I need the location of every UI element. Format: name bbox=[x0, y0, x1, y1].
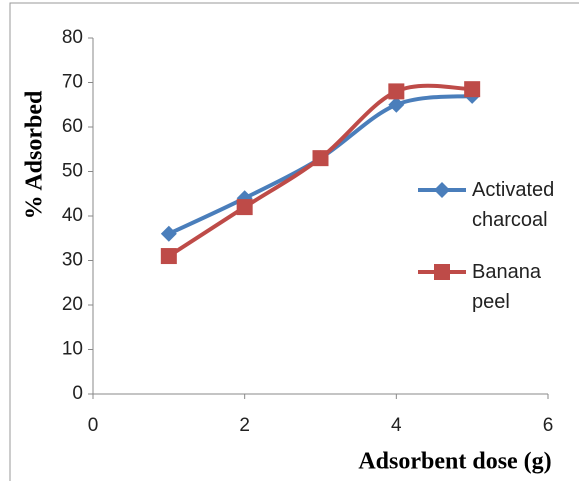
data-point bbox=[312, 150, 329, 167]
y-tick-label: 10 bbox=[62, 339, 83, 360]
x-tick-label: 6 bbox=[543, 415, 554, 436]
legend-label: Banana peel bbox=[472, 261, 541, 313]
chart-frame bbox=[9, 2, 579, 481]
data-point bbox=[388, 83, 405, 100]
data-point bbox=[464, 81, 481, 98]
x-tick-label: 0 bbox=[88, 415, 99, 436]
y-tick-label: 50 bbox=[62, 161, 83, 182]
y-tick-label: 70 bbox=[62, 72, 83, 93]
y-tick-label: 40 bbox=[62, 205, 83, 226]
x-axis-title: Adsorbent dose (g) bbox=[358, 449, 551, 475]
y-tick-label: 60 bbox=[62, 116, 83, 137]
y-tick-label: 20 bbox=[62, 294, 83, 315]
y-axis-title: % Adsorbed bbox=[22, 90, 48, 219]
y-tick-label: 0 bbox=[72, 383, 83, 404]
data-point bbox=[236, 199, 253, 216]
legend-marker bbox=[434, 264, 450, 280]
data-point bbox=[388, 96, 405, 113]
data-point bbox=[160, 248, 177, 265]
data-point bbox=[160, 225, 177, 242]
legend-label: Activated charcoal bbox=[472, 179, 555, 231]
y-tick-label: 80 bbox=[62, 27, 83, 48]
x-tick-label: 2 bbox=[239, 415, 250, 436]
legend-marker bbox=[434, 182, 450, 198]
y-tick-label: 30 bbox=[62, 250, 83, 271]
x-tick-label: 4 bbox=[391, 415, 402, 436]
series-line bbox=[167, 83, 473, 258]
